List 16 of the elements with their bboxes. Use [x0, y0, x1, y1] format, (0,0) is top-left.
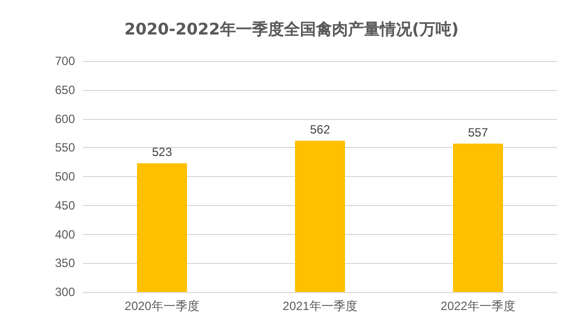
chart-title: 2020-2022年一季度全国禽肉产量情况(万吨) — [124, 20, 459, 38]
y-tick-label: 500 — [54, 170, 76, 184]
data-label: 523 — [152, 145, 172, 160]
y-tick-label: 300 — [54, 285, 76, 299]
y-tick-label: 650 — [54, 82, 76, 97]
data-label: 557 — [468, 126, 488, 140]
y-tick-label: 700 — [54, 54, 76, 68]
y-tick-label: 450 — [54, 198, 76, 212]
x-tick-label: 2021年一季度 — [282, 299, 358, 313]
y-tick-label: 600 — [54, 112, 76, 126]
x-tick-label: 2020年一季度 — [124, 299, 200, 313]
x-tick-label: 2022年一季度 — [440, 299, 516, 313]
data-label: 562 — [310, 122, 330, 137]
y-tick-label: 350 — [54, 256, 76, 270]
y-tick-label: 400 — [54, 227, 76, 242]
y-tick-label: 550 — [54, 140, 76, 155]
